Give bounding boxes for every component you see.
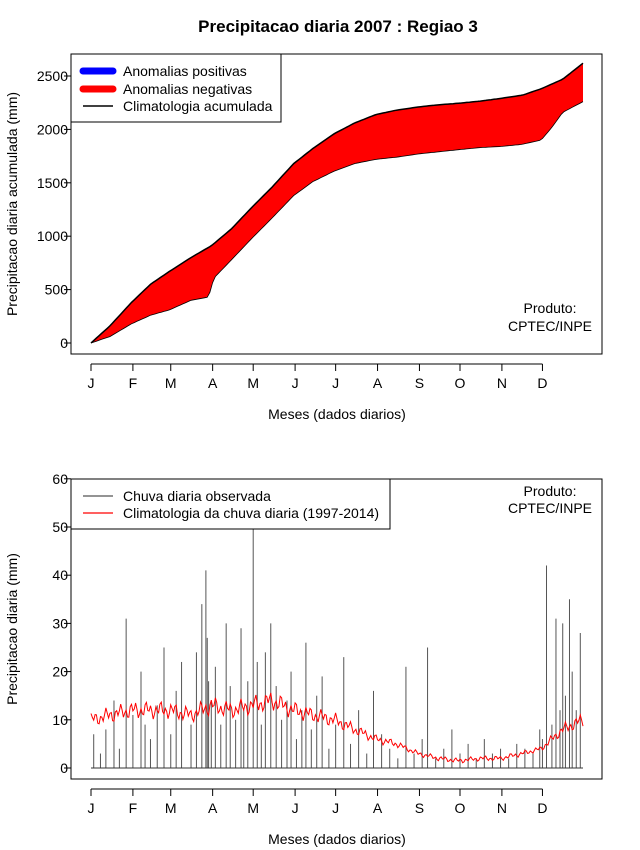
daily-legend: Chuva diaria observada Climatologia da c… [70, 478, 391, 530]
legend-label-negative: Anomalias negativas [123, 81, 252, 97]
daily-product-label: Produto: [524, 483, 577, 499]
cumulative-y-axis-label: Precipitacao diaria acumulada (mm) [4, 92, 20, 316]
cumulative-x-tick-label: J [88, 375, 95, 391]
cumulative-legend: Anomalias positivas Anomalias negativas … [70, 53, 282, 123]
cumulative-x-tick-label: O [455, 375, 466, 391]
cumulative-x-tick-label: F [129, 375, 138, 391]
daily-x-tick-label: J [292, 800, 299, 816]
daily-y-tick-label: 0 [60, 760, 68, 776]
daily-x-tick-label: O [455, 800, 466, 816]
cumulative-x-tick-label: N [497, 375, 507, 391]
negative-anomaly-area [91, 63, 583, 343]
cumulative-y-tick-label: 500 [45, 282, 69, 298]
daily-x-axis-label: Meses (dados diarios) [268, 831, 406, 847]
daily-y-tick-label: 10 [52, 712, 68, 728]
cumulative-x-tick-label: A [208, 375, 218, 391]
cumulative-x-tick-label: S [415, 375, 424, 391]
daily-y-tick-label: 60 [52, 471, 68, 487]
daily-y-tick-label: 40 [52, 567, 68, 583]
daily-x-tick-label: S [415, 800, 424, 816]
daily-product-source: CPTEC/INPE [508, 500, 592, 516]
daily-x-tick-label: M [165, 800, 177, 816]
daily-y-axis: 0 10 20 30 40 50 60 [52, 471, 72, 776]
daily-x-tick-label: J [332, 800, 339, 816]
legend-label-climatology-cumulative: Climatologia acumulada [123, 98, 273, 114]
daily-x-tick-label: N [497, 800, 507, 816]
cumulative-y-tick-label: 2000 [37, 121, 68, 137]
cumulative-x-tick-label: A [373, 375, 383, 391]
observed-cumulative-line [90, 101, 584, 344]
cumulative-y-tick-label: 0 [60, 335, 68, 351]
daily-y-tick-label: 50 [52, 519, 68, 535]
cumulative-x-tick-label: M [165, 375, 177, 391]
daily-y-tick-label: 30 [52, 615, 68, 631]
legend-label-daily-climatology: Climatologia da chuva diaria (1997-2014) [123, 505, 379, 521]
legend-label-positive: Anomalias positivas [123, 63, 247, 79]
cumulative-y-tick-label: 1000 [37, 228, 68, 244]
daily-x-tick-label: M [247, 800, 259, 816]
cumulative-x-tick-label: J [292, 375, 299, 391]
daily-x-tick-label: A [208, 800, 218, 816]
legend-label-observed: Chuva diaria observada [123, 488, 271, 504]
daily-x-tick-label: J [88, 800, 95, 816]
daily-x-tick-label: A [373, 800, 383, 816]
cumulative-x-tick-label: M [247, 375, 259, 391]
cumulative-x-tick-label: J [332, 375, 339, 391]
cumulative-x-tick-label: D [537, 375, 547, 391]
cumulative-product-source: CPTEC/INPE [508, 318, 592, 334]
daily-x-tick-label: D [537, 800, 547, 816]
daily-bars [91, 527, 583, 769]
cumulative-y-axis: 0 500 1000 1500 2000 2500 [37, 68, 72, 351]
daily-chart: 0 10 20 30 40 50 60 J F M A M J J A S O N D Precipitacao … [4, 471, 603, 847]
daily-x-tick-label: F [129, 800, 138, 816]
daily-climatology-line [90, 692, 584, 764]
cumulative-chart: 0 500 1000 1500 2000 2500 J F M A M J J A S O N D Precip… [4, 53, 603, 422]
figure-title: Precipitacao diaria 2007 : Regiao 3 [198, 17, 478, 36]
cumulative-areas [90, 62, 584, 344]
cumulative-x-axis-label: Meses (dados diarios) [268, 406, 406, 422]
cumulative-y-tick-label: 2500 [37, 68, 68, 84]
daily-y-axis-label: Precipitacao diaria (mm) [4, 553, 20, 705]
daily-legend-box [70, 478, 391, 530]
cumulative-product-label: Produto: [524, 300, 577, 316]
cumulative-y-tick-label: 1500 [37, 175, 68, 191]
climatology-cumulative-line [90, 62, 584, 344]
daily-y-tick-label: 20 [52, 664, 68, 680]
